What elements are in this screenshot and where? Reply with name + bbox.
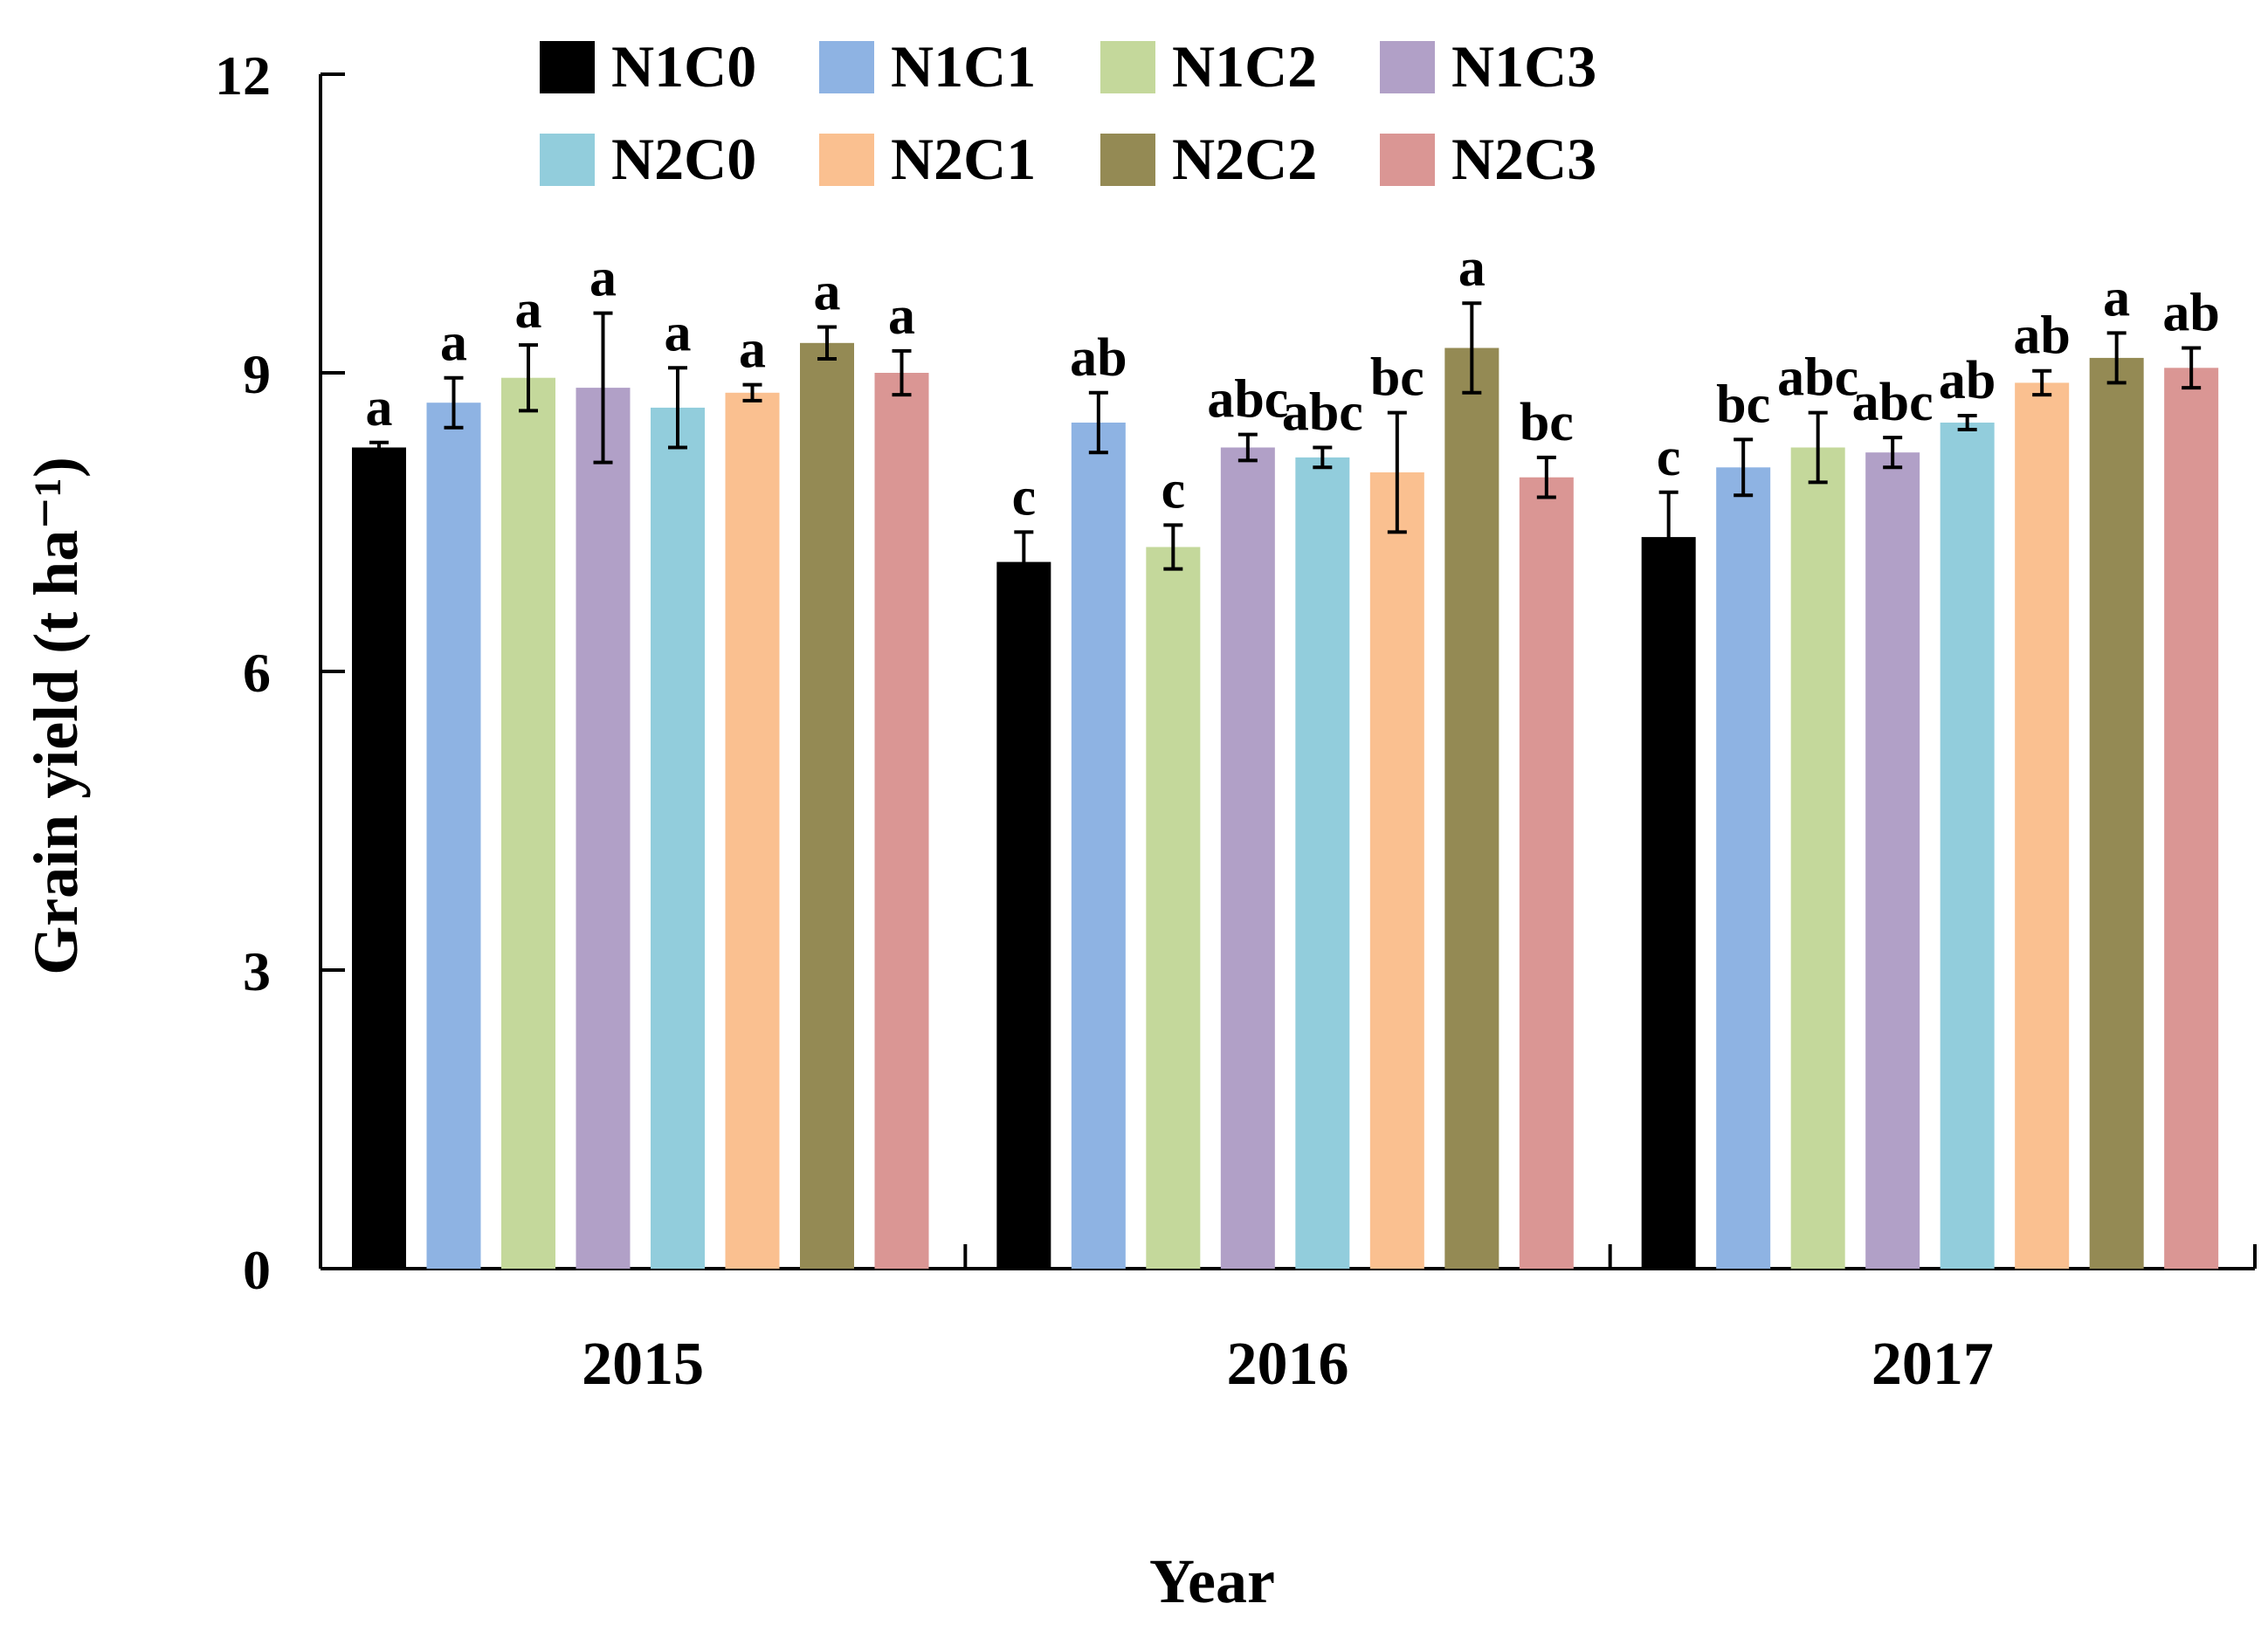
bar xyxy=(2164,368,2219,1269)
bar xyxy=(1071,423,1126,1269)
bar xyxy=(1865,452,1920,1269)
significance-letter: c xyxy=(1162,460,1186,520)
legend-label: N2C2 xyxy=(1172,126,1317,192)
legend-swatch xyxy=(1380,41,1435,93)
legend-swatch xyxy=(819,134,874,186)
y-tick-label: 6 xyxy=(243,642,271,704)
bar xyxy=(1940,423,1995,1269)
y-tick-label: 9 xyxy=(243,343,271,405)
significance-letter: bc xyxy=(1716,375,1770,434)
bar xyxy=(1146,547,1201,1269)
y-tick-label: 12 xyxy=(215,45,271,107)
significance-letter: ab xyxy=(1939,351,1996,410)
significance-letter: ab xyxy=(2162,284,2219,343)
bar xyxy=(1444,348,1499,1269)
bar xyxy=(725,392,780,1269)
bar xyxy=(874,373,929,1269)
legend-label: N1C3 xyxy=(1451,33,1596,100)
significance-letter: a xyxy=(1458,238,1486,298)
significance-letter: a xyxy=(589,249,617,308)
bar xyxy=(2089,357,2144,1269)
bar xyxy=(996,561,1051,1269)
significance-letter: ab xyxy=(2013,306,2070,366)
legend-label: N1C2 xyxy=(1172,33,1317,100)
legend-label: N2C1 xyxy=(891,126,1036,192)
bar xyxy=(1220,447,1275,1269)
legend-label: N1C1 xyxy=(891,33,1036,100)
legend-swatch xyxy=(819,41,874,93)
bar xyxy=(1519,477,1574,1269)
y-tick-label: 3 xyxy=(243,940,271,1002)
bar xyxy=(1716,467,1771,1269)
bar xyxy=(1641,537,1696,1269)
y-axis-label: Grain yield (t ha⁻¹) xyxy=(21,457,91,975)
bar xyxy=(352,447,406,1269)
legend-label: N2C0 xyxy=(611,126,756,192)
significance-letter: c xyxy=(1012,467,1037,526)
x-tick-label: 2017 xyxy=(1872,1331,1994,1398)
legend: N1C0 N1C1 N1C2 N1C3 N2C0 N2C1 N2C2 N2C3 xyxy=(540,33,1596,192)
significance-letter: bc xyxy=(1520,393,1574,452)
bars-layer xyxy=(352,342,2219,1270)
significance-letter: c xyxy=(1657,428,1681,487)
x-tick-label: 2016 xyxy=(1227,1331,1349,1398)
bar xyxy=(2015,382,2070,1269)
bar xyxy=(501,377,555,1269)
significance-letter: a xyxy=(665,303,692,362)
significance-letter: abc xyxy=(1777,348,1858,408)
significance-letter: abc xyxy=(1207,370,1288,430)
legend-swatch xyxy=(1100,41,1155,93)
bar xyxy=(1790,447,1845,1269)
y-tick-label: 0 xyxy=(243,1239,271,1301)
legend-label: N1C0 xyxy=(611,33,756,100)
legend-swatch xyxy=(540,41,595,93)
legend-swatch xyxy=(1380,134,1435,186)
legend-swatch xyxy=(1100,134,1155,186)
x-axis-label: Year xyxy=(1149,1546,1275,1616)
significance-letter: a xyxy=(814,263,841,322)
axes: 0 3 6 9 12 2015 2016 2017 xyxy=(215,45,2257,1398)
significance-letter: a xyxy=(739,320,766,380)
bar xyxy=(1369,472,1424,1269)
significance-letter: a xyxy=(888,286,915,346)
significance-letter: ab xyxy=(1070,328,1127,388)
bar xyxy=(800,342,854,1269)
legend-label: N2C3 xyxy=(1451,126,1596,192)
bar xyxy=(651,407,705,1269)
significance-letter: a xyxy=(440,313,467,373)
significance-letter: abc xyxy=(1852,373,1934,432)
bar xyxy=(1295,457,1350,1269)
significance-letter: bc xyxy=(1370,348,1424,408)
significance-letter: a xyxy=(515,280,542,340)
significance-letter: abc xyxy=(1282,383,1363,443)
significance-letter: a xyxy=(366,378,393,437)
bar xyxy=(426,403,481,1269)
significance-letter: a xyxy=(2103,268,2130,327)
bar xyxy=(576,388,631,1270)
x-tick-label: 2015 xyxy=(582,1331,704,1398)
legend-swatch xyxy=(540,134,595,186)
